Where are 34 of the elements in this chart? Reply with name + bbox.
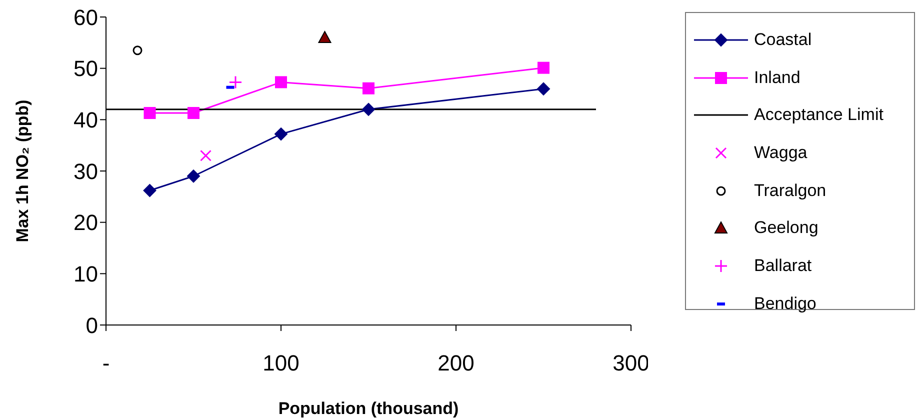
x-tick-label: 200 bbox=[438, 350, 474, 376]
point bbox=[228, 75, 242, 89]
y-axis-title: Max 1h NO₂ (ppb) bbox=[13, 100, 32, 242]
point bbox=[362, 102, 375, 116]
point bbox=[274, 128, 288, 141]
point bbox=[187, 170, 200, 183]
point bbox=[318, 31, 332, 44]
legend-label: Geelong bbox=[754, 218, 818, 238]
point bbox=[538, 62, 550, 74]
legend-label: Acceptance Limit bbox=[754, 105, 884, 126]
y-tick-label: 30 bbox=[74, 158, 98, 184]
point bbox=[144, 106, 156, 119]
legend-label: Bendigo bbox=[754, 294, 816, 314]
y-tick-label: 50 bbox=[74, 56, 98, 82]
point bbox=[143, 184, 156, 198]
y-tick-label: 0 bbox=[86, 312, 98, 338]
point bbox=[200, 150, 212, 162]
legend-label: Traralgon bbox=[754, 180, 826, 201]
point bbox=[132, 46, 142, 56]
x-axis-title: Population (thousand) bbox=[278, 399, 459, 418]
x-tick-label: - bbox=[102, 350, 110, 376]
point bbox=[188, 106, 200, 119]
point bbox=[275, 76, 287, 88]
legend-label: Wagga bbox=[754, 142, 808, 163]
point bbox=[537, 82, 550, 96]
y-tick-label: 60 bbox=[74, 4, 98, 30]
point bbox=[362, 82, 374, 94]
legend-label: Ballarat bbox=[754, 256, 812, 276]
x-tick-label: 100 bbox=[262, 350, 300, 376]
y-tick-label: 40 bbox=[74, 107, 98, 132]
y-tick-label: 20 bbox=[74, 210, 98, 236]
legend-label: Coastal bbox=[754, 30, 812, 50]
legend-label: Inland bbox=[754, 68, 800, 88]
y-tick-label: 10 bbox=[74, 261, 98, 286]
